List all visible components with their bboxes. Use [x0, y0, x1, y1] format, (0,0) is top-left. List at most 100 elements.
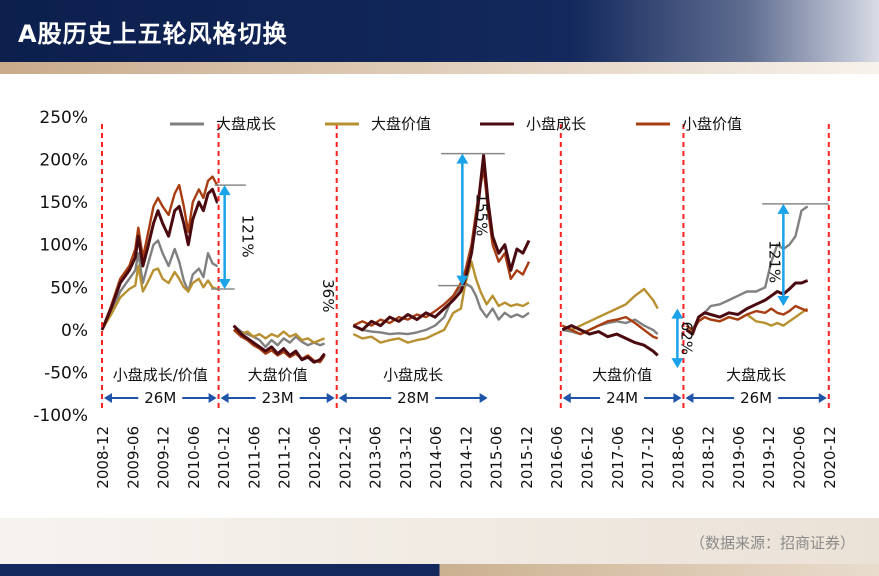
annotation-label: 155%: [472, 193, 490, 236]
legend-label: 大盘价值: [371, 115, 431, 133]
header-accent-line: [0, 62, 879, 74]
series-line-4: [685, 304, 809, 332]
legend: 大盘成长 大盘价值 小盘成长 小盘价值: [170, 115, 742, 133]
annotation-arrow-head: [671, 308, 684, 319]
x-tick-label: 2008-12: [94, 426, 112, 489]
y-tick-label: 150%: [39, 193, 88, 213]
x-tick-label: 2015-06: [488, 426, 506, 489]
period-duration: 26M: [740, 389, 772, 407]
period-duration: 23M: [262, 389, 294, 407]
x-tick-label: 2019-12: [760, 426, 778, 489]
x-tick-label: 2013-12: [397, 426, 415, 489]
annotation-arrow-head: [777, 203, 790, 214]
page-title: A股历史上五轮风格切换: [18, 20, 288, 48]
period-arrow-head-right: [818, 393, 827, 403]
annotation-arrow-head: [671, 358, 684, 369]
x-tick-label: 2018-06: [669, 426, 687, 489]
change-annotations: 121% 36% 155% 62% 121%: [211, 152, 829, 369]
x-tick-label: 2014-12: [457, 426, 475, 489]
period-label: 小盘成长/价值: [113, 366, 208, 384]
annotation-arrow-head: [456, 153, 469, 164]
x-tick-label: 2020-06: [791, 426, 809, 489]
header-banner: A股历史上五轮风格切换: [0, 0, 879, 62]
period-label: 小盘成长: [383, 366, 443, 384]
period-arrow-head-right: [479, 393, 488, 403]
x-tick-label: 2020-12: [821, 426, 839, 489]
series-line-3: [352, 153, 531, 332]
x-tick-label: 2017-06: [609, 426, 627, 489]
x-axis-ticks: 2008-12 2009-06 2009-12 2010-06 2010-12 2011-…: [94, 426, 839, 489]
x-tick-label: 2014-06: [427, 426, 445, 489]
period-duration-bg: [600, 387, 645, 407]
period-duration-bg: [391, 387, 436, 407]
series-line-4: [561, 315, 659, 340]
period-label: 大盘成长: [726, 366, 786, 384]
period-arrow-head-left: [685, 393, 694, 403]
period-duration: 28M: [397, 389, 429, 407]
x-tick-label: 2009-06: [124, 426, 142, 489]
x-tick-label: 2012-12: [336, 426, 354, 489]
series-line-3: [100, 187, 219, 331]
annotation-arrow-head: [456, 275, 469, 286]
series-line-3: [685, 279, 809, 336]
series-lines: [100, 153, 809, 364]
y-tick-label: 50%: [50, 278, 88, 298]
x-tick-label: 2017-12: [639, 426, 657, 489]
x-tick-label: 2015-12: [518, 426, 536, 489]
series-line-3: [232, 324, 326, 364]
series-line-2: [233, 328, 326, 344]
legend-label: 小盘价值: [682, 115, 742, 133]
x-tick-label: 2012-06: [306, 426, 324, 489]
y-tick-label: 0%: [61, 321, 88, 341]
series-line-3: [561, 324, 659, 357]
period-label: 大盘价值: [248, 366, 308, 384]
period-duration-bg: [734, 387, 779, 407]
annotation-label: 36%: [319, 279, 337, 312]
x-tick-label: 2010-06: [185, 426, 203, 489]
period-arrow-head-right: [326, 393, 335, 403]
footer-bar: [0, 564, 879, 576]
period-arrow-head-left: [562, 393, 571, 403]
y-tick-label: 200%: [39, 151, 88, 171]
period-label: 大盘价值: [592, 366, 652, 384]
y-axis-ticks: 250% 200% 150% 100% 50% 0% -50% -100%: [33, 108, 88, 426]
period-arrow-head-left: [220, 393, 229, 403]
legend-label: 大盘成长: [216, 115, 276, 133]
period-arrow-head-left: [104, 393, 112, 403]
x-tick-label: 2011-06: [245, 426, 263, 489]
period-arrow-head-left: [338, 393, 347, 403]
annotation-arrow-head: [777, 296, 790, 307]
series-line-2: [100, 264, 219, 331]
series-line-2: [352, 260, 530, 344]
x-tick-label: 2010-12: [215, 426, 233, 489]
annotation-arrow-head: [218, 278, 231, 289]
style-rotation-chart: 250%200%150%100%50%0%-50%-100% 2008-12 20…: [33, 108, 839, 489]
x-tick-label: 2013-06: [367, 426, 385, 489]
x-tick-label: 2009-12: [155, 426, 173, 489]
y-tick-label: -100%: [33, 406, 88, 426]
series-line-2: [561, 287, 659, 332]
period-duration-bg: [255, 387, 300, 407]
x-tick-label: 2011-12: [276, 426, 294, 489]
annotation-label: 121%: [239, 215, 257, 258]
x-tick-label: 2018-12: [700, 426, 718, 489]
period-duration: 26M: [144, 389, 176, 407]
series-line-1: [100, 239, 219, 331]
period-arrow-head-right: [673, 393, 682, 403]
period-markers: 小盘成长/价值 26M 大盘价值 23M 小盘成长 28M 大盘价值 24M 大盘成长 26M: [101, 124, 830, 412]
period-duration: 24M: [606, 389, 638, 407]
annotation-label: 62%: [677, 322, 695, 355]
x-tick-label: 2016-06: [548, 426, 566, 489]
data-source-note: （数据来源：招商证券）: [689, 534, 855, 552]
y-tick-label: 100%: [39, 236, 88, 256]
annotation-label: 121%: [765, 240, 783, 283]
period-arrow-head-right: [208, 393, 217, 403]
source-strip: [0, 518, 879, 564]
x-tick-label: 2019-06: [730, 426, 748, 489]
x-tick-label: 2016-12: [579, 426, 597, 489]
period-duration-bg: [138, 387, 183, 407]
y-tick-label: 250%: [39, 108, 88, 128]
series-line-4: [100, 175, 219, 331]
annotation-arrow-head: [218, 185, 231, 196]
y-tick-label: -50%: [44, 363, 88, 383]
